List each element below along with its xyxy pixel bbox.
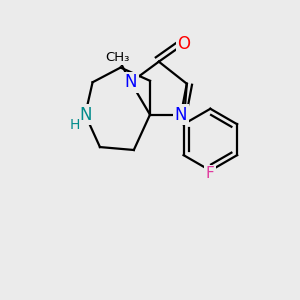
Text: N: N [79,106,92,124]
Text: N: N [175,106,187,124]
Text: O: O [177,35,190,53]
Text: F: F [206,166,215,181]
Text: H: H [70,118,80,132]
Text: CH₃: CH₃ [105,51,130,64]
Text: N: N [124,73,137,91]
